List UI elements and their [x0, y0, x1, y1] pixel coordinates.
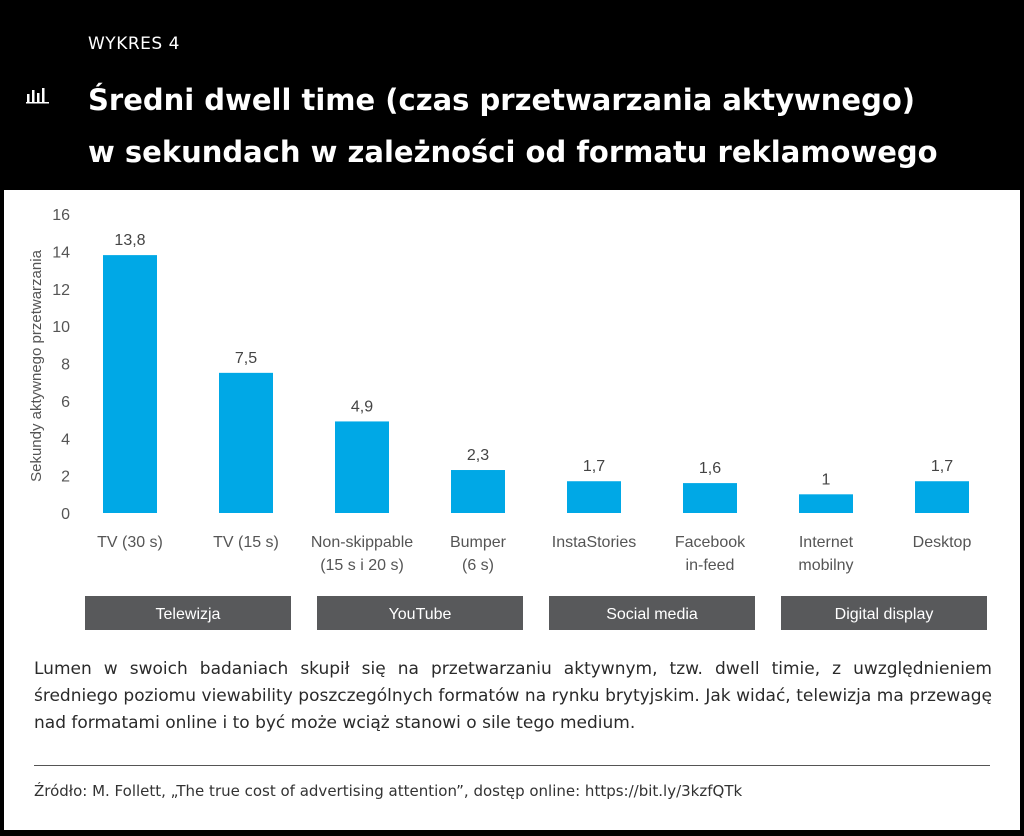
data-label: 1,6	[699, 460, 721, 477]
group-label: Telewizja	[156, 606, 221, 623]
data-label: 1,7	[931, 458, 953, 475]
category-label: TV (30 s)	[97, 534, 163, 551]
group-band	[85, 596, 291, 630]
group-label: Social media	[606, 606, 698, 623]
chart-kicker: WYKRES 4	[88, 34, 180, 54]
y-tick-label: 2	[61, 469, 70, 486]
bar	[451, 470, 505, 513]
category-label: (6 s)	[462, 557, 494, 574]
bar	[683, 483, 737, 513]
bar	[335, 421, 389, 513]
bar	[103, 255, 157, 514]
y-tick-label: 4	[61, 431, 70, 448]
chart-caption: Lumen w swoich badaniach skupił się na p…	[34, 659, 992, 733]
bar-chart-icon	[26, 88, 49, 104]
data-label: 1,7	[583, 458, 605, 475]
data-label: 4,9	[351, 398, 373, 415]
category-label: Bumper	[450, 534, 507, 551]
data-label: 1	[822, 471, 831, 488]
category-label: mobilny	[798, 557, 853, 574]
group-band	[317, 596, 523, 630]
data-label: 2,3	[467, 447, 489, 464]
bar	[567, 481, 621, 513]
category-label: Desktop	[913, 534, 972, 551]
group-label: Digital display	[835, 606, 934, 623]
chart-title-line-1: Średni dwell time (czas przetwarzania ak…	[88, 83, 916, 117]
category-label: Internet	[799, 534, 854, 551]
y-tick-label: 10	[52, 319, 70, 336]
bar	[799, 494, 853, 513]
data-label: 7,5	[235, 350, 257, 367]
y-tick-label: 6	[61, 394, 70, 411]
y-tick-label: 8	[61, 357, 70, 374]
y-tick-label: 14	[52, 244, 70, 261]
category-label: TV (15 s)	[213, 534, 279, 551]
category-label: Facebook	[675, 534, 746, 551]
category-label: Non-skippable	[311, 534, 413, 551]
y-tick-label: 12	[52, 282, 70, 299]
y-axis-label: Sekundy aktywnego przetwarzania	[28, 249, 45, 481]
bar-chart: Sekundy aktywnego przetwarzania024681012…	[28, 207, 987, 630]
chart-title-line-2: w sekundach w zależności od formatu rekl…	[88, 135, 938, 169]
bar	[219, 372, 273, 513]
group-band	[781, 596, 987, 630]
bar	[915, 481, 969, 513]
header: WYKRES 4 Średni dwell time (czas przetwa…	[0, 0, 1024, 190]
category-label: in-feed	[686, 557, 735, 574]
data-label: 13,8	[114, 232, 145, 249]
y-tick-label: 0	[61, 506, 70, 523]
source-note: Źródło: M. Follett, „The true cost of ad…	[34, 782, 743, 800]
group-band	[549, 596, 755, 630]
y-tick-label: 16	[52, 207, 70, 224]
chart-card: Sekundy aktywnego przetwarzania 0 2 4 6 8 10 12…	[4, 190, 1020, 830]
source-divider	[34, 765, 990, 766]
category-label: (15 s i 20 s)	[320, 557, 404, 574]
group-label: YouTube	[389, 606, 452, 623]
chart-title: Średni dwell time (czas przetwarzania ak…	[88, 74, 988, 178]
category-label: InstaStories	[552, 534, 636, 551]
